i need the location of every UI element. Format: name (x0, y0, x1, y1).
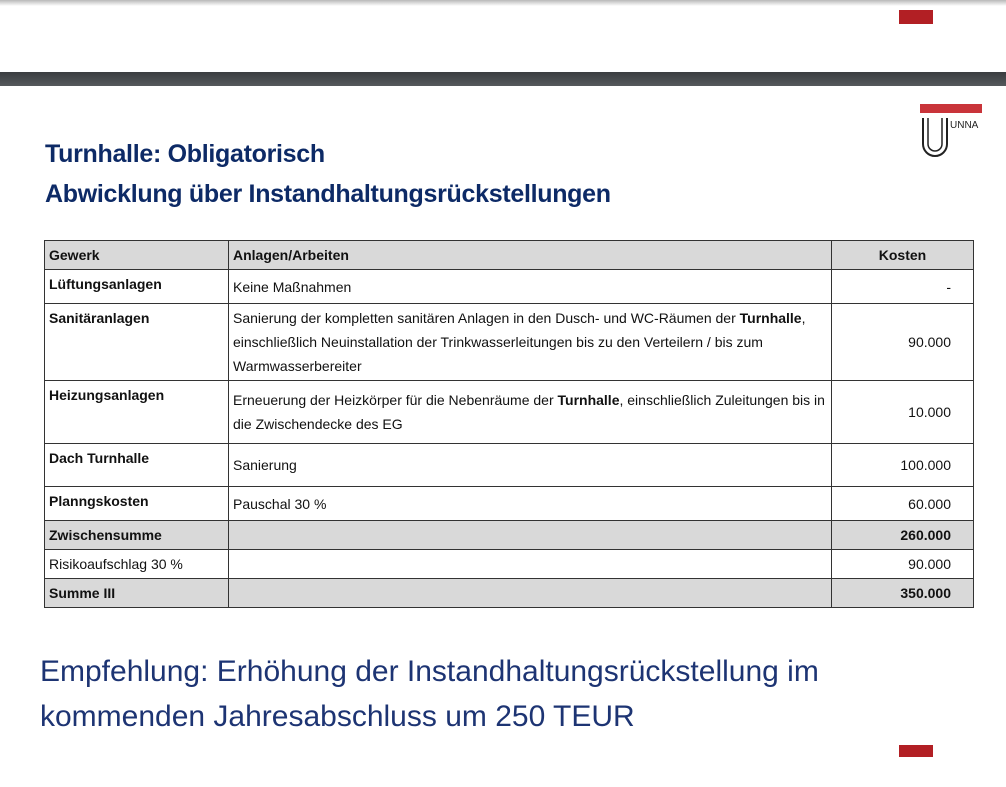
page-subtitle: Abwicklung über Instandhaltungsrückstell… (45, 180, 611, 208)
arbeiten-text: Erneuerung der Heizkörper für die Nebenr… (233, 392, 558, 408)
arbeiten-text: Pauschal 30 % (233, 495, 327, 512)
arbeiten-text: , einschließlich Zuleitungen bis in die … (233, 392, 825, 432)
header-bar (0, 72, 1006, 86)
top-shadow (0, 0, 1006, 6)
accent-mark-bottom (899, 745, 933, 757)
gewerk-cell: Dach Turnhalle (44, 443, 229, 487)
empty-cell (228, 520, 832, 550)
total-label: Summe III (44, 578, 229, 608)
subtotal-row: Zwischensumme 260.000 (44, 520, 974, 550)
subtotal-label: Zwischensumme (44, 520, 229, 550)
logo-text: UNNA (950, 120, 979, 131)
recommendation-line-2: kommenden Jahresabschluss um 250 TEUR (40, 700, 635, 733)
arbeiten-text: Turnhalle (557, 392, 620, 408)
column-header: Gewerk (44, 240, 229, 270)
risk-row: Risikoaufschlag 30 % 90.000 (44, 549, 974, 579)
kosten-cell: 60.000 (831, 486, 974, 521)
total-value: 350.000 (831, 578, 974, 608)
arbeiten-cell: Sanierung der kompletten sanitären Anlag… (228, 303, 832, 381)
subtotal-value: 260.000 (831, 520, 974, 550)
column-header: Kosten (831, 240, 974, 270)
risk-label: Risikoaufschlag 30 % (44, 549, 229, 579)
column-header: Anlagen/Arbeiten (228, 240, 832, 270)
kosten-cell: - (831, 269, 974, 304)
table-row: Sanitäranlagen Sanierung der kompletten s… (44, 303, 974, 381)
arbeiten-text: Keine Maßnahmen (233, 278, 352, 295)
gewerk-cell: Heizungsanlagen (44, 380, 229, 444)
unna-logo: UNNA (920, 104, 982, 157)
arbeiten-text: Turnhalle (739, 310, 802, 326)
kosten-cell: 10.000 (831, 380, 974, 444)
kosten-cell: 100.000 (831, 443, 974, 487)
arbeiten-cell: Erneuerung der Heizkörper für die Nebenr… (228, 380, 832, 444)
empty-cell (228, 578, 832, 608)
table-row: Heizungsanlagen Erneuerung der Heizkörper… (44, 380, 974, 444)
empty-cell (228, 549, 832, 579)
table-row: Lüftungsanlagen Keine Maßnahmen - (44, 269, 974, 304)
table-row: Dach Turnhalle Sanierung 100.000 (44, 443, 974, 487)
recommendation-line-1: Empfehlung: Erhöhung der Instandhaltungs… (40, 655, 819, 688)
page-title: Turnhalle: Obligatorisch (45, 140, 325, 168)
arbeiten-text: , einschließlich Neuinstallation der Tri… (233, 310, 806, 374)
kosten-cell: 90.000 (831, 303, 974, 381)
cost-table: Gewerk Anlagen/Arbeiten Kosten Lüftungsa… (44, 240, 974, 608)
gewerk-cell: Sanitäranlagen (44, 303, 229, 381)
arbeiten-text: Sanierung (233, 457, 297, 473)
accent-mark-top (899, 10, 933, 24)
gewerk-cell: Planngskosten (44, 486, 229, 521)
table-header: Gewerk Anlagen/Arbeiten Kosten (44, 240, 974, 270)
arbeiten-cell: Sanierung (228, 443, 832, 487)
table-row: Planngskosten Pauschal 30 % 60.000 (44, 486, 974, 521)
arbeiten-cell: Pauschal 30 % (228, 486, 832, 521)
arbeiten-cell: Keine Maßnahmen (228, 269, 832, 304)
total-row: Summe III 350.000 (44, 578, 974, 608)
gewerk-cell: Lüftungsanlagen (44, 269, 229, 304)
risk-value: 90.000 (831, 549, 974, 579)
arbeiten-text: Sanierung der kompletten sanitären Anlag… (233, 310, 740, 326)
